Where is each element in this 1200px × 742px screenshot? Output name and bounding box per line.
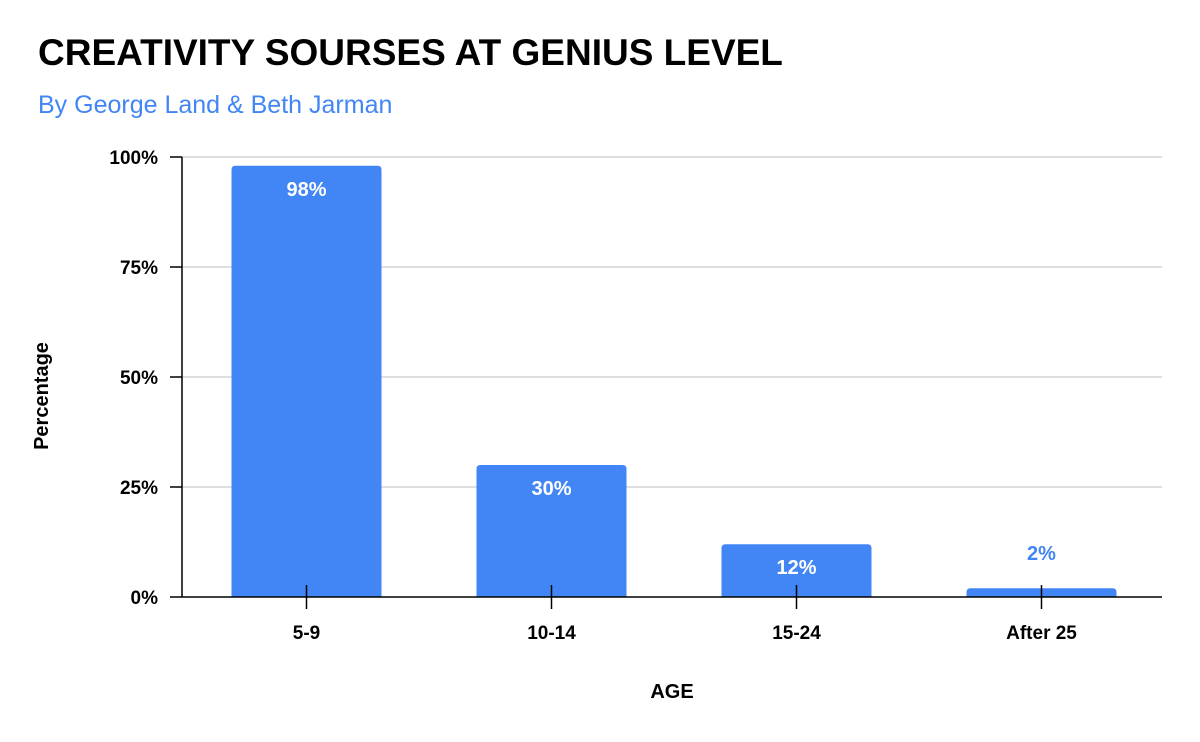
bar <box>476 465 627 597</box>
y-tick-label: 75% <box>120 258 158 279</box>
chart-subtitle: By George Land & Beth Jarman <box>38 91 393 119</box>
data-label: 98% <box>286 179 326 201</box>
y-axis-title: Percentage <box>31 342 53 450</box>
x-tick-label: 5-9 <box>293 623 320 644</box>
y-tick-label: 25% <box>120 478 158 499</box>
x-tick-label: After 25 <box>1006 623 1077 644</box>
bar <box>721 544 872 597</box>
y-tick-label: 100% <box>109 148 158 169</box>
labels: 0% 25% 50% 75% 100% 5-9 98% 10-14 30% 15-24 12% Aft… <box>109 148 1077 644</box>
x-tick-label: 15-24 <box>772 623 821 644</box>
data-label: 2% <box>1027 543 1056 565</box>
data-label: 12% <box>776 557 816 579</box>
data-label: 30% <box>531 478 571 500</box>
y-tick-label: 0% <box>131 588 159 609</box>
chart-title: CREATIVITY SOURSES AT GENIUS LEVEL <box>38 32 783 73</box>
y-tick-label: 50% <box>120 368 158 389</box>
x-axis-title: AGE <box>650 681 693 703</box>
bars <box>231 165 1117 598</box>
axes <box>170 156 1162 609</box>
x-tick-label: 10-14 <box>527 623 576 644</box>
bar <box>231 165 382 598</box>
